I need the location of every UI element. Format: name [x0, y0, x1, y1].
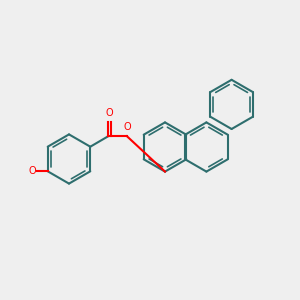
Text: O: O — [29, 166, 37, 176]
Text: O: O — [106, 108, 113, 118]
Text: O: O — [123, 122, 131, 132]
